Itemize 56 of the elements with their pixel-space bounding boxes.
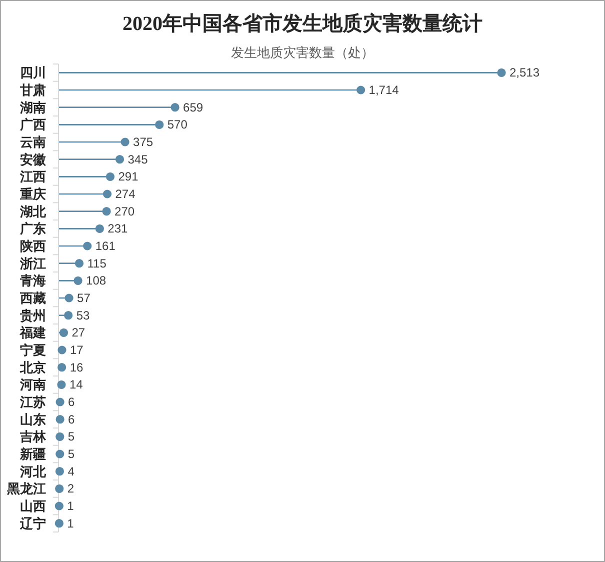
y-tick-label: 福建: [19, 325, 46, 340]
y-tick-label: 浙江: [19, 256, 46, 271]
y-tick-label: 新疆: [19, 446, 46, 462]
data-label: 1: [67, 516, 74, 530]
y-tick-label: 河南: [19, 377, 46, 392]
y-tick-label: 江西: [19, 169, 46, 184]
y-tick-label: 安徽: [20, 152, 47, 167]
data-label: 161: [95, 239, 116, 253]
data-label: 291: [118, 170, 139, 184]
data-label: 14: [69, 378, 84, 392]
y-tick-label: 陕西: [20, 238, 46, 254]
y-tick-label: 江苏: [19, 394, 46, 410]
data-label: 570: [167, 118, 188, 132]
data-label: 5: [68, 430, 75, 444]
y-tick-label: 山东: [20, 412, 46, 427]
y-tick-label: 湖北: [19, 204, 47, 219]
data-label: 1: [67, 499, 74, 513]
data-label: 274: [115, 187, 136, 201]
chart-title: 2020年中国各省市发生地质灾害数量统计: [122, 12, 482, 35]
data-label: 108: [86, 274, 106, 288]
y-tick-label: 西藏: [19, 290, 46, 306]
y-tick-label: 甘肃: [19, 82, 46, 98]
y-tick-label: 青海: [19, 273, 46, 288]
data-label: 270: [114, 204, 135, 218]
data-label: 2: [67, 482, 74, 496]
y-tick-label: 广东: [19, 221, 46, 236]
data-label: 6: [68, 395, 76, 409]
data-label: 115: [87, 256, 107, 270]
y-tick-label: 山西: [20, 498, 46, 514]
data-label: 231: [108, 222, 128, 236]
data-label: 659: [183, 100, 204, 114]
y-tick-label: 吉林: [19, 429, 47, 444]
data-label: 5: [68, 447, 75, 461]
y-tick-label: 辽宁: [19, 516, 46, 531]
data-label: 2,513: [510, 66, 540, 80]
y-tick-label: 云南: [20, 134, 46, 150]
y-tick-label: 湖南: [19, 100, 46, 115]
y-tick-label: 河北: [19, 464, 47, 479]
y-tick-label: 重庆: [19, 186, 46, 202]
data-label: 1,714: [368, 83, 400, 97]
data-label: 17: [70, 343, 84, 357]
y-tick-label: 广西: [19, 117, 46, 132]
data-label: 27: [72, 326, 86, 340]
data-label: 6: [68, 412, 76, 426]
y-tick-label: 四川: [20, 65, 46, 80]
data-label: 375: [133, 135, 154, 149]
y-tick-label: 黑龙江: [6, 481, 46, 496]
data-label: 57: [77, 291, 91, 305]
data-label: 53: [76, 308, 90, 322]
y-tick-label: 北京: [19, 360, 46, 375]
data-label: 345: [128, 152, 148, 166]
data-label: 16: [70, 360, 84, 374]
y-tick-label: 宁夏: [20, 342, 46, 358]
chart-subtitle: 发生地质灾害数量（处）: [231, 45, 374, 60]
data-label: 4: [68, 464, 75, 478]
y-tick-label: 贵州: [19, 308, 46, 323]
